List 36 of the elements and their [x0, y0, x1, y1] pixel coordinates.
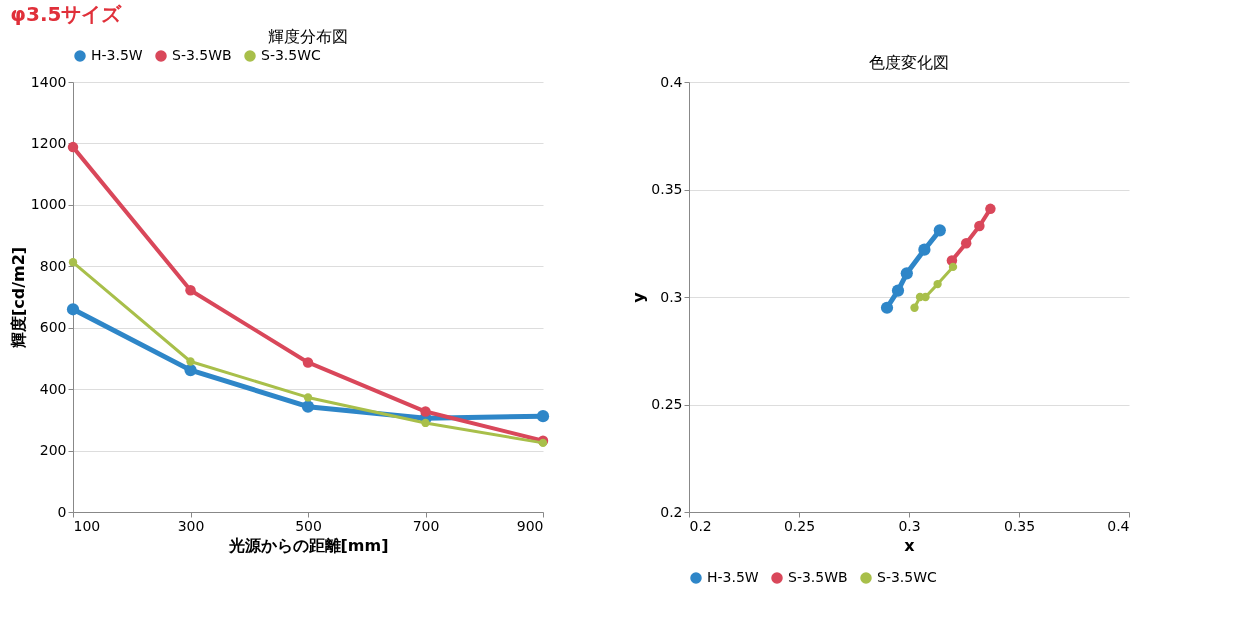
y-tick-label: 0.35 — [651, 181, 683, 197]
x-tick-label: 700 — [412, 517, 440, 534]
y-tick-label: 1000 — [30, 196, 67, 213]
x-tick-label: 0.2 — [689, 517, 712, 534]
x-tick-label: 0.4 — [1107, 517, 1130, 534]
legend-label: S-3.5WB — [788, 569, 848, 585]
y-axis-title: 輝度[cd/m2] — [8, 246, 28, 350]
chart-title: 輝度分布図 — [268, 27, 348, 46]
x-tick-label: 0.25 — [783, 517, 816, 534]
legend-label: S-3.5WC — [261, 47, 322, 63]
y-tick-label: 1200 — [30, 134, 67, 151]
legend-label: H-3.5W — [91, 47, 143, 63]
legend-label: H-3.5W — [707, 569, 759, 585]
x-tick-label: 300 — [177, 517, 205, 534]
y-tick-label: 0.25 — [651, 396, 683, 412]
y-tick-label: 0.4 — [660, 73, 683, 90]
y-tick-label: 800 — [39, 257, 67, 274]
x-axis-title: 光源からの距離[mm] — [227, 535, 389, 555]
x-tick-label: 900 — [516, 517, 544, 534]
x-axis-title: x — [904, 535, 916, 555]
y-tick-label: 400 — [39, 380, 67, 397]
y-tick-label: 0 — [57, 503, 67, 520]
chart-title: 色度変化図 — [869, 53, 949, 72]
x-tick-label: 0.35 — [1003, 517, 1036, 534]
y-tick-label: 200 — [39, 442, 67, 459]
legend-label: S-3.5WB — [172, 47, 232, 63]
y-tick-label: 0.3 — [660, 288, 683, 305]
y-axis-title: y — [629, 291, 649, 303]
x-tick-label: 500 — [295, 517, 322, 534]
legend-label: S-3.5WC — [877, 569, 938, 585]
y-tick-label: 1400 — [30, 73, 67, 90]
x-tick-label: 100 — [73, 517, 101, 534]
y-tick-label: 0.2 — [660, 503, 683, 520]
x-tick-label: 0.3 — [898, 517, 921, 534]
text: φ3.5サイズ — [10, 2, 123, 26]
y-tick-label: 600 — [39, 319, 67, 336]
